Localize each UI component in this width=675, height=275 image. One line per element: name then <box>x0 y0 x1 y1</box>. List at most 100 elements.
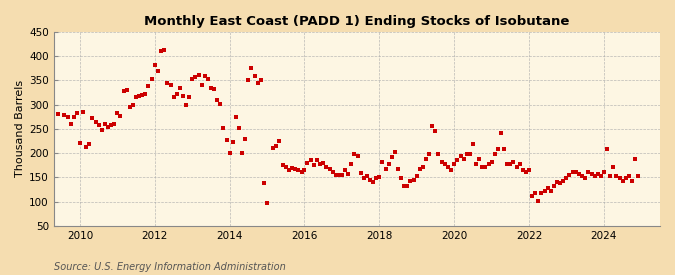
Point <box>405 179 416 183</box>
Point <box>131 95 142 100</box>
Point <box>81 145 92 150</box>
Point <box>364 178 375 182</box>
Point <box>240 136 251 141</box>
Point <box>568 169 578 174</box>
Point <box>280 164 291 169</box>
Point <box>583 169 593 174</box>
Point <box>246 66 256 70</box>
Point <box>259 181 269 185</box>
Point <box>439 162 450 166</box>
Point <box>103 125 113 129</box>
Point <box>209 87 219 91</box>
Point <box>62 115 73 119</box>
Point <box>162 81 173 85</box>
Point <box>68 115 79 119</box>
Point <box>149 63 160 67</box>
Point <box>499 147 510 152</box>
Point <box>284 168 294 172</box>
Point <box>159 48 169 53</box>
Point <box>218 126 229 130</box>
Point <box>508 160 518 164</box>
Point <box>477 164 487 169</box>
Point <box>480 164 491 169</box>
Point <box>318 161 329 165</box>
Point <box>474 157 485 161</box>
Point <box>452 158 462 163</box>
Point <box>626 179 637 183</box>
Point <box>302 161 313 165</box>
Point <box>502 162 513 166</box>
Point <box>630 157 641 161</box>
Point <box>427 124 438 129</box>
Point <box>442 164 453 169</box>
Point <box>505 162 516 166</box>
Point <box>576 174 587 179</box>
Point <box>470 162 481 166</box>
Point <box>206 86 217 90</box>
Point <box>215 101 225 106</box>
Point <box>128 103 138 107</box>
Point <box>402 184 413 188</box>
Point <box>234 126 244 130</box>
Point <box>178 94 188 98</box>
Y-axis label: Thousand Barrels: Thousand Barrels <box>15 80 25 177</box>
Point <box>308 163 319 167</box>
Point <box>371 176 382 181</box>
Point <box>611 174 622 179</box>
Point <box>47 68 57 73</box>
Point <box>355 170 366 175</box>
Point <box>122 88 132 92</box>
Point <box>190 74 200 79</box>
Point <box>112 111 123 116</box>
Point <box>411 174 422 179</box>
Point <box>464 152 475 156</box>
Point <box>389 150 400 154</box>
Point <box>573 171 584 176</box>
Point <box>330 173 341 177</box>
Point <box>511 164 522 169</box>
Point <box>446 168 456 172</box>
Point <box>599 169 610 174</box>
Point <box>601 147 612 152</box>
Point <box>224 151 235 155</box>
Point <box>171 92 182 96</box>
Point <box>140 92 151 96</box>
Point <box>333 173 344 177</box>
Point <box>424 152 435 156</box>
Point <box>520 169 531 174</box>
Point <box>227 140 238 145</box>
Point <box>358 176 369 181</box>
Point <box>430 129 441 134</box>
Point <box>346 162 356 166</box>
Point <box>414 166 425 171</box>
Point <box>608 164 618 169</box>
Point <box>408 178 419 182</box>
Point <box>380 166 391 171</box>
Point <box>72 111 82 116</box>
Point <box>399 184 410 188</box>
Point <box>252 81 263 85</box>
Point <box>533 199 544 203</box>
Point <box>271 144 282 148</box>
Point <box>555 181 566 185</box>
Point <box>605 174 616 179</box>
Point <box>586 171 597 176</box>
Point <box>180 103 191 107</box>
Point <box>592 171 603 176</box>
Point <box>517 168 528 172</box>
Point <box>483 162 494 166</box>
Point <box>486 160 497 164</box>
Point <box>93 123 104 127</box>
Point <box>311 158 322 163</box>
Point <box>168 95 179 99</box>
Point <box>551 180 562 185</box>
Point <box>362 174 373 179</box>
Point <box>530 191 541 195</box>
Point <box>617 179 628 183</box>
Point <box>421 157 431 161</box>
Point <box>433 152 444 156</box>
Point <box>564 173 575 177</box>
Point <box>455 153 466 158</box>
Point <box>243 78 254 82</box>
Point <box>561 176 572 181</box>
